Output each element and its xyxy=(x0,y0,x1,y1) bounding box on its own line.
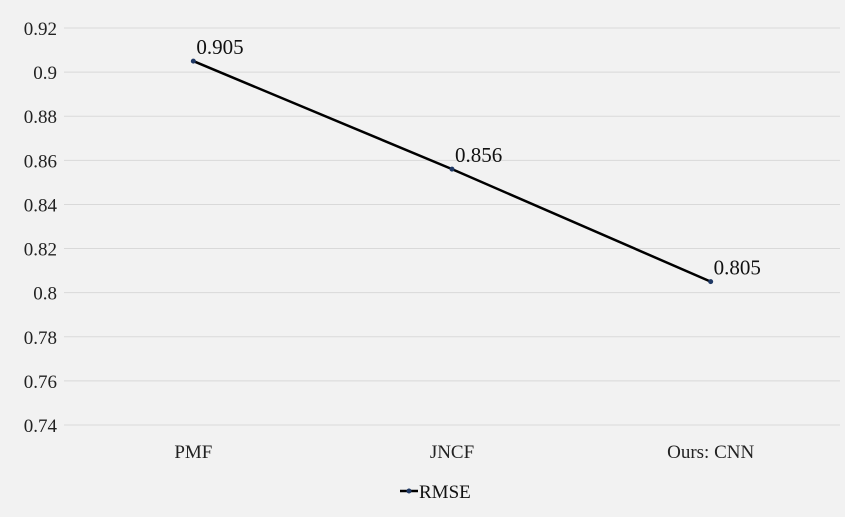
y-tick-label: 0.78 xyxy=(24,328,57,349)
y-tick-label: 0.92 xyxy=(24,19,57,40)
y-tick-label: 0.88 xyxy=(24,107,57,128)
x-axis-tick-labels: PMF JNCF Ours: CNN xyxy=(174,442,754,463)
y-tick-label: 0.84 xyxy=(24,195,58,216)
y-tick-label: 0.74 xyxy=(24,416,58,437)
x-tick-label: PMF xyxy=(174,442,212,463)
y-tick-label: 0.76 xyxy=(24,372,57,393)
legend-marker-rmse xyxy=(407,489,412,494)
y-gridlines xyxy=(64,28,840,425)
y-tick-label: 0.9 xyxy=(33,63,57,84)
y-tick-label: 0.8 xyxy=(33,284,57,305)
data-point xyxy=(450,167,455,172)
legend: RMSE xyxy=(400,482,471,503)
data-label: 0.856 xyxy=(455,143,502,167)
y-axis-tick-labels: 0.74 0.76 0.78 0.8 0.82 0.84 0.86 0.88 0.9 0.92 xyxy=(24,19,58,437)
x-tick-label: Ours: CNN xyxy=(667,442,754,463)
x-tick-label: JNCF xyxy=(430,442,474,463)
data-label: 0.805 xyxy=(714,256,761,280)
y-tick-label: 0.82 xyxy=(24,240,57,261)
y-tick-label: 0.86 xyxy=(24,151,57,172)
data-label: 0.905 xyxy=(196,35,243,59)
legend-label-rmse: RMSE xyxy=(419,482,471,503)
data-point xyxy=(708,279,713,284)
data-point xyxy=(191,59,196,64)
